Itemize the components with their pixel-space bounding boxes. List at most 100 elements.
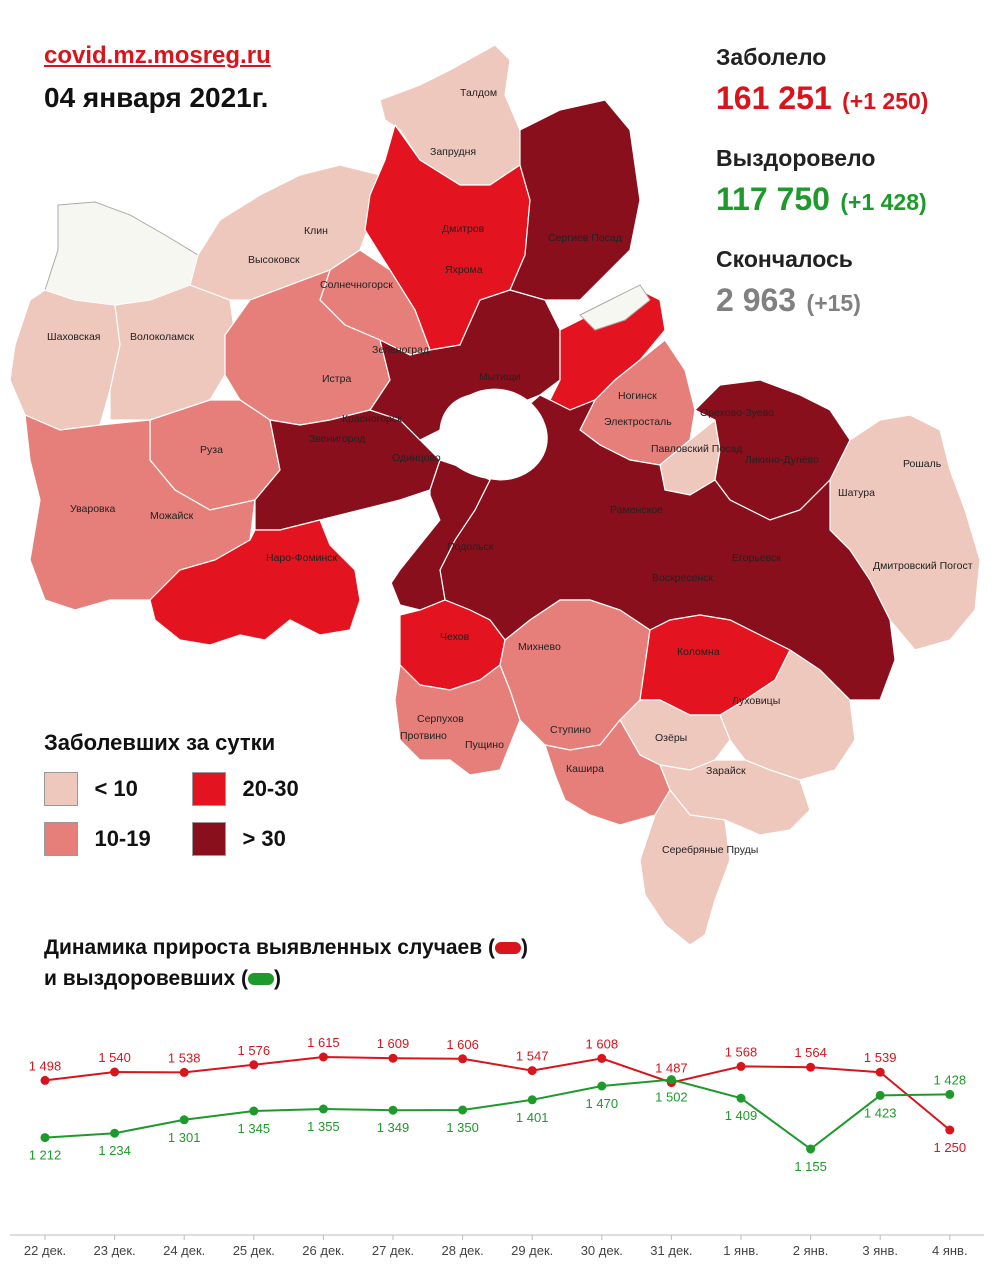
region-odintsovo[interactable] [254, 409, 441, 531]
map-town-label: Шатура [838, 487, 875, 499]
chart-title-line1: Динамика прироста выявленных случаев () [44, 932, 528, 963]
x-tick-label: 22 дек. [24, 1243, 66, 1258]
data-point-recovered [875, 1090, 885, 1100]
legend-item-gt30: > 30 [192, 822, 286, 856]
legend-label-20-30: 20-30 [242, 776, 299, 801]
data-label-recovered: 1 350 [446, 1120, 479, 1135]
data-point-infected [458, 1054, 468, 1064]
deaths-block: 2 963 (+15) [716, 282, 861, 319]
recovered-block: 117 750 (+1 428) [716, 181, 927, 218]
data-label-infected: 1 540 [98, 1050, 131, 1065]
data-label-infected: 1 538 [168, 1050, 201, 1065]
chart-title: Динамика прироста выявленных случаев () … [44, 932, 528, 994]
data-point-infected [527, 1066, 537, 1076]
data-label-recovered: 1 401 [516, 1110, 549, 1125]
map-town-label: Дмитров [442, 223, 485, 235]
map-town-label: Высоковск [248, 254, 300, 266]
map-town-label: Шаховская [47, 331, 101, 343]
data-label-infected: 1 487 [655, 1061, 688, 1076]
map-town-label: Пущино [465, 739, 504, 751]
data-point-recovered [179, 1115, 189, 1125]
legend-label-gt30: > 30 [242, 826, 286, 851]
map-town-label: Михнево [518, 641, 561, 653]
legend-title: Заболевших за сутки [44, 730, 276, 755]
region-volokolamsk[interactable] [109, 284, 236, 421]
map-town-label: Луховицы [732, 695, 780, 707]
legend-swatch-20-30 [192, 772, 226, 806]
data-label-infected: 1 568 [725, 1044, 758, 1059]
map-town-label: Талдом [460, 87, 497, 99]
data-label-recovered: 1 345 [238, 1121, 271, 1136]
region-serebryanye-prudy[interactable] [639, 788, 731, 946]
data-point-recovered [666, 1075, 676, 1085]
data-point-infected [875, 1067, 885, 1077]
data-label-recovered: 1 355 [307, 1119, 340, 1134]
map-town-label: Воскресенск [652, 572, 714, 584]
region-sergiev-posad[interactable] [509, 99, 641, 301]
chart-title-text2: и выздоровевших ( [44, 967, 248, 990]
chart-title-text1: Динамика прироста выявленных случаев ( [44, 936, 495, 959]
legend-item-lt10: < 10 [44, 772, 138, 806]
region-shakhovskaya[interactable] [9, 289, 121, 431]
infected-value: 161 251 [716, 80, 832, 116]
data-point-infected [388, 1053, 398, 1063]
data-point-recovered [318, 1104, 328, 1114]
map-town-label: Сергиев Посад [548, 232, 622, 244]
x-tick-label: 1 янв. [723, 1243, 759, 1258]
data-label-infected: 1 606 [446, 1037, 479, 1052]
map-town-label: Озёры [655, 732, 687, 744]
map-town-label: Солнечногорск [320, 279, 393, 291]
map-town-label: Орехово-Зуево [700, 407, 774, 419]
deaths-label: Скончалось [716, 246, 853, 272]
deaths-value: 2 963 [716, 282, 797, 318]
data-label-infected: 1 498 [29, 1058, 62, 1073]
legend-label-10-19: 10-19 [94, 826, 151, 851]
data-point-recovered [527, 1095, 537, 1105]
map-town-label: Красногорск [342, 413, 402, 425]
source-link[interactable]: covid.mz.mosreg.ru [44, 42, 271, 69]
map-town-label: Наро-Фоминск [266, 552, 338, 564]
map-town-label: Серебряные Пруды [662, 844, 758, 856]
data-point-infected [40, 1075, 50, 1085]
data-label-recovered: 1 428 [934, 1072, 967, 1087]
data-label-infected: 1 608 [586, 1036, 619, 1051]
x-tick-label: 29 дек. [511, 1243, 553, 1258]
recovered-value: 117 750 [716, 181, 830, 217]
data-label-recovered: 1 212 [29, 1148, 62, 1163]
map-town-label: Истра [322, 373, 351, 385]
x-tick-label: 26 дек. [302, 1243, 344, 1258]
x-tick-label: 30 дек. [581, 1243, 623, 1258]
legend-swatch-gt30 [192, 822, 226, 856]
series-line-recovered [44, 1078, 950, 1151]
x-tick-label: 31 дек. [650, 1243, 692, 1258]
map-labels: Талдом Запрудня Дмитров Яхрома Сергиев Посад… [47, 87, 973, 856]
deaths-delta: (+15) [806, 290, 861, 316]
map-town-label: Егорьевск [732, 552, 781, 564]
legend-item-10-19: 10-19 [44, 822, 151, 856]
data-label-recovered: 1 409 [725, 1108, 758, 1123]
data-label-recovered: 1 423 [864, 1105, 897, 1120]
data-label-recovered: 1 470 [586, 1096, 619, 1111]
data-point-recovered [736, 1093, 746, 1103]
map-town-label: Можайск [150, 510, 194, 522]
region-serpukhov[interactable] [394, 663, 521, 776]
map-town-label: Уваровка [70, 503, 115, 515]
data-point-infected [249, 1060, 259, 1070]
map-town-label: Одинцово [392, 452, 441, 464]
data-label-infected: 1 564 [794, 1045, 827, 1060]
region-lotoshino[interactable] [44, 201, 199, 306]
data-label-infected: 1 547 [516, 1049, 549, 1064]
map-town-label: Рошаль [903, 458, 942, 470]
region-naro-fominsk[interactable] [149, 519, 361, 646]
data-label-infected: 1 539 [864, 1050, 897, 1065]
data-label-infected: 1 576 [238, 1043, 271, 1058]
legend-label-lt10: < 10 [94, 776, 138, 801]
recovered-line-marker-icon [247, 973, 274, 986]
chart-title-line2: и выздоровевших () [44, 963, 528, 994]
data-point-infected [597, 1053, 607, 1063]
data-label-recovered: 1 502 [655, 1090, 688, 1105]
lake [579, 284, 651, 331]
chart-title-paren2: ) [273, 967, 281, 990]
new-moscow [329, 494, 441, 601]
